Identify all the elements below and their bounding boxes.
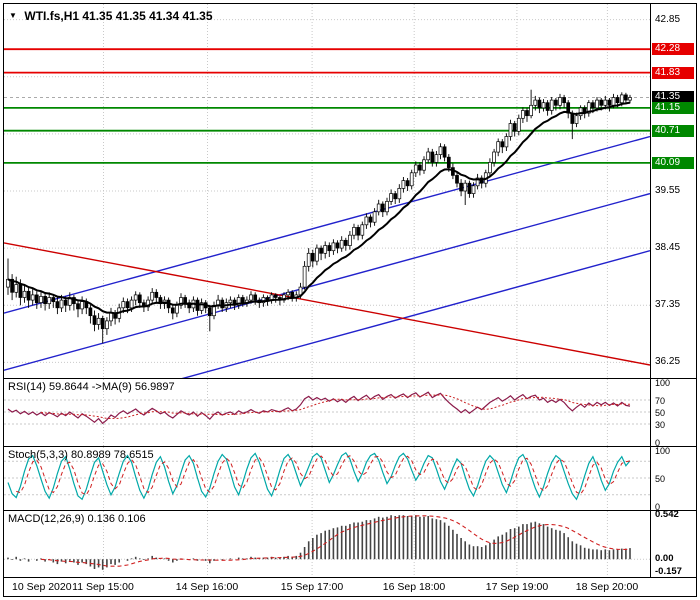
time-axis-label: 15 Sep 17:00 (280, 581, 344, 593)
stochastic-indicator-label: Stoch(5,3,3) 80.8989 78.6515 (8, 449, 154, 461)
rsi-panel: RSI(14) 59.8644 ->MA(9) 56.9897 100 70 50 3… (4, 379, 696, 447)
axis-label: 39.55 (655, 185, 681, 196)
time-axis-label: 10 Sep 2020 (12, 581, 72, 593)
rsi-chart[interactable] (4, 379, 650, 446)
price-plot-area[interactable]: ▼ WTI.fs,H1 41.35 41.35 41.34 41.35 (4, 4, 650, 378)
time-axis-label: 11 Sep 15:00 (72, 581, 134, 593)
axis-label: 0 (655, 502, 661, 510)
macd-plot-area[interactable]: MACD(12,26,9) 0.136 0.106 (4, 511, 650, 577)
price-level-badge: 40.09 (652, 157, 694, 169)
chart-frame: ▼ WTI.fs,H1 41.35 41.35 41.34 41.35 42.8… (3, 3, 697, 597)
stochastic-axis[interactable]: 100 50 0 (650, 447, 696, 510)
symbol-dropdown-icon[interactable]: ▼ (9, 11, 17, 20)
rsi-indicator-label: RSI(14) 59.8644 ->MA(9) 56.9897 (8, 381, 175, 393)
axis-label: -0.157 (655, 566, 682, 577)
axis-label: 30 (655, 420, 666, 430)
axis-label: 50 (655, 474, 666, 484)
axis-label: 37.35 (655, 299, 681, 311)
chart-title: ▼ WTI.fs,H1 41.35 41.35 41.34 41.35 (9, 7, 213, 25)
axis-label: 100 (655, 447, 671, 456)
axis-label: 0.00 (655, 553, 674, 565)
axis-label: 36.25 (655, 356, 681, 368)
time-axis-label: 18 Sep 20:00 (575, 581, 639, 593)
price-panel: ▼ WTI.fs,H1 41.35 41.35 41.34 41.35 42.8… (4, 4, 696, 379)
macd-panel: MACD(12,26,9) 0.136 0.106 0.542 0.00 -0.15… (4, 511, 696, 578)
macd-axis[interactable]: 0.542 0.00 -0.157 (650, 511, 696, 577)
price-level-badge: 41.35 (652, 91, 694, 103)
rsi-axis[interactable]: 100 70 50 30 0 (650, 379, 696, 446)
axis-label: 42.85 (655, 13, 681, 25)
price-axis[interactable]: 42.85 39.55 38.45 37.35 36.25 42.28 41.83 41.35… (650, 4, 696, 378)
axis-label: 100 (655, 379, 671, 388)
axis-label: 50 (655, 408, 666, 418)
stochastic-panel: Stoch(5,3,3) 80.8989 78.6515 100 50 0 (4, 447, 696, 511)
time-axis-label: 17 Sep 19:00 (485, 581, 549, 593)
time-axis-label: 16 Sep 18:00 (382, 581, 446, 593)
chart-title-text: WTI.fs,H1 41.35 41.35 41.34 41.35 (24, 9, 213, 23)
axis-label: 38.45 (655, 242, 681, 254)
macd-chart[interactable] (4, 511, 650, 577)
price-level-badge: 42.28 (652, 43, 694, 55)
axis-label: 0.542 (655, 511, 679, 520)
stochastic-chart[interactable] (4, 447, 650, 510)
macd-indicator-label: MACD(12,26,9) 0.136 0.106 (8, 513, 146, 525)
axis-label: 0 (655, 438, 661, 446)
time-axis-label: 14 Sep 16:00 (175, 581, 239, 593)
rsi-plot-area[interactable]: RSI(14) 59.8644 ->MA(9) 56.9897 (4, 379, 650, 446)
price-level-badge: 41.15 (652, 102, 694, 114)
axis-label: 70 (655, 396, 666, 406)
candlestick-chart[interactable] (4, 4, 650, 378)
price-level-badge: 41.83 (652, 67, 694, 79)
time-axis[interactable]: 10 Sep 2020 11 Sep 15:00 14 Sep 16:00 15 Se… (4, 578, 696, 596)
price-level-badge: 40.71 (652, 125, 694, 137)
stochastic-plot-area[interactable]: Stoch(5,3,3) 80.8989 78.6515 (4, 447, 650, 510)
